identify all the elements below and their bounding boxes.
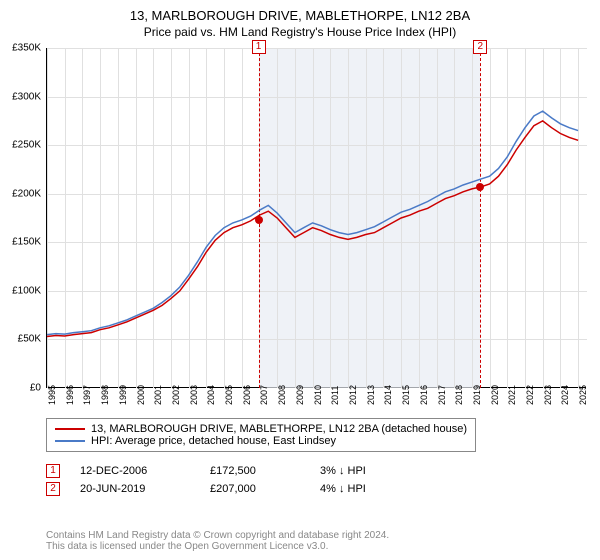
transaction-row: 1 12-DEC-2006 £172,500 3% ↓ HPI <box>46 464 366 478</box>
transaction-date: 20-JUN-2019 <box>80 483 190 495</box>
series-property <box>47 121 578 337</box>
legend-item: HPI: Average price, detached house, East… <box>55 435 467 447</box>
y-tick-label: £50K <box>1 334 41 345</box>
y-tick-label: £350K <box>1 43 41 54</box>
y-tick-label: £250K <box>1 140 41 151</box>
y-tick-label: £200K <box>1 188 41 199</box>
legend-box: 13, MARLBOROUGH DRIVE, MABLETHORPE, LN12… <box>46 418 476 452</box>
legend-swatch <box>55 440 85 442</box>
transaction-delta: 4% ↓ HPI <box>320 483 366 495</box>
transaction-row: 2 20-JUN-2019 £207,000 4% ↓ HPI <box>46 482 366 496</box>
transactions-table: 1 12-DEC-2006 £172,500 3% ↓ HPI 2 20-JUN-2019… <box>46 464 366 500</box>
chart-area: £0£50K£100K£150K£200K£250K£300K£350K1995… <box>46 48 586 388</box>
transaction-marker: 1 <box>46 464 60 478</box>
legend-item: 13, MARLBOROUGH DRIVE, MABLETHORPE, LN12… <box>55 423 467 435</box>
series-svg <box>47 48 587 388</box>
legend: 13, MARLBOROUGH DRIVE, MABLETHORPE, LN12… <box>46 418 586 452</box>
footer-line1: Contains HM Land Registry data © Crown c… <box>46 530 389 541</box>
footer-line2: This data is licensed under the Open Gov… <box>46 541 389 552</box>
plot: £0£50K£100K£150K£200K£250K£300K£350K1995… <box>46 48 586 388</box>
y-tick-label: £100K <box>1 285 41 296</box>
x-tick-label: 2011 <box>330 386 340 405</box>
series-hpi <box>47 111 578 335</box>
transaction-price: £172,500 <box>210 465 300 477</box>
y-tick-label: £0 <box>1 383 41 394</box>
legend-label: 13, MARLBOROUGH DRIVE, MABLETHORPE, LN12… <box>91 423 467 435</box>
footer: Contains HM Land Registry data © Crown c… <box>46 530 389 552</box>
transaction-date: 12-DEC-2006 <box>80 465 190 477</box>
chart-subtitle: Price paid vs. HM Land Registry's House … <box>0 23 600 39</box>
y-tick-label: £150K <box>1 237 41 248</box>
transaction-delta: 3% ↓ HPI <box>320 465 366 477</box>
y-tick-label: £300K <box>1 91 41 102</box>
legend-swatch <box>55 428 85 430</box>
legend-label: HPI: Average price, detached house, East… <box>91 435 336 447</box>
transaction-marker: 2 <box>46 482 60 496</box>
chart-title: 13, MARLBOROUGH DRIVE, MABLETHORPE, LN12… <box>0 0 600 23</box>
transaction-price: £207,000 <box>210 483 300 495</box>
